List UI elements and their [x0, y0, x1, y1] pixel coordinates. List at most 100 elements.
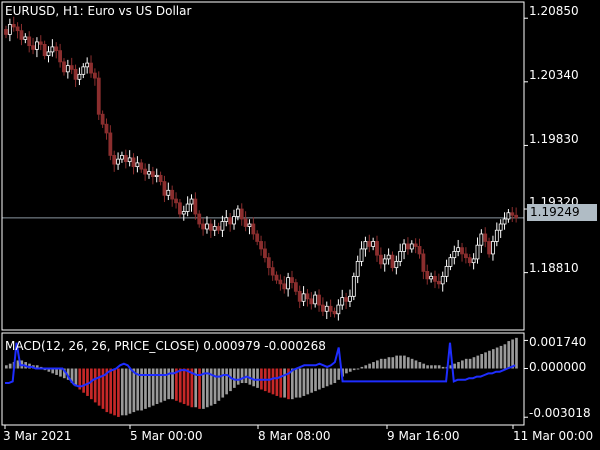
candle-body	[212, 226, 217, 231]
macd-histogram-bar	[376, 360, 379, 369]
candle-body	[108, 132, 113, 156]
candle-body	[19, 30, 24, 40]
macd-histogram-bar	[488, 350, 491, 369]
macd-histogram-bar	[236, 368, 240, 385]
candle-body	[386, 254, 391, 260]
candle-body	[166, 189, 171, 196]
macd-histogram-bar	[105, 368, 109, 413]
macd-histogram-bar	[190, 368, 194, 408]
macd-histogram-bar	[306, 368, 310, 395]
macd-histogram-bar	[151, 368, 155, 406]
macd-histogram-bar	[314, 368, 317, 392]
candle-body	[185, 203, 190, 212]
macd-histogram-bar	[101, 368, 105, 409]
candle-body	[417, 246, 422, 255]
macd-histogram-bar	[182, 368, 186, 405]
candle-body	[487, 241, 491, 255]
candle-body	[297, 290, 302, 302]
macd-histogram-bar	[441, 366, 445, 369]
macd-histogram-bar	[59, 368, 62, 377]
macd-histogram-bar	[198, 368, 201, 409]
macd-histogram-bar	[163, 368, 167, 401]
candle-body	[81, 66, 86, 75]
candle-body	[398, 251, 403, 262]
candle-body	[440, 275, 445, 285]
candle-body	[425, 270, 430, 280]
candle-body	[205, 223, 209, 230]
macd-histogram-bar	[155, 368, 159, 405]
candle-body	[46, 51, 51, 57]
macd-histogram-bar	[136, 368, 140, 411]
macd-histogram-bar	[329, 368, 333, 385]
candle-body	[274, 274, 279, 281]
candle-body	[305, 293, 310, 300]
candle-body	[243, 218, 248, 227]
candle-body	[228, 217, 233, 225]
macd-histogram-bar	[240, 368, 244, 384]
price-pane[interactable]	[2, 16, 524, 321]
macd-histogram-bar	[461, 360, 464, 369]
price-pane-border	[1, 1, 525, 331]
time-label: 9 Mar 16:00	[387, 429, 460, 443]
macd-histogram-bar	[364, 365, 368, 369]
candle-body	[266, 257, 271, 269]
candle-body	[235, 208, 240, 217]
candle-body	[456, 247, 461, 252]
candle-body	[355, 261, 360, 277]
time-label: 5 Mar 00:00	[130, 429, 203, 443]
macd-histogram-bar	[406, 357, 410, 369]
candle-body	[15, 26, 20, 32]
macd-histogram-bar	[457, 362, 460, 369]
candle-body	[351, 275, 356, 297]
macd-histogram-bar	[113, 368, 116, 416]
candle-body	[154, 174, 159, 178]
macd-histogram-bar	[403, 355, 406, 369]
macd-histogram-bar	[290, 368, 294, 400]
macd-histogram-bar	[252, 368, 256, 387]
macd-histogram-bar	[90, 368, 93, 400]
candle-body	[112, 154, 117, 165]
macd-histogram-bar	[175, 368, 178, 401]
macd-histogram-bar	[368, 363, 371, 369]
candle-body	[201, 223, 205, 230]
candle-body	[135, 162, 140, 168]
macd-histogram-bar	[271, 368, 275, 395]
macd-histogram-bar	[124, 368, 128, 416]
macd-histogram-bar	[515, 337, 518, 369]
macd-histogram-bar	[97, 368, 101, 406]
candle-body	[220, 221, 225, 231]
macd-pane[interactable]	[5, 337, 518, 417]
macd-histogram-bar	[348, 368, 352, 372]
macd-histogram-bar	[248, 368, 252, 385]
macd-histogram-bar	[132, 368, 136, 413]
candle-body	[382, 258, 387, 265]
macd-histogram-bar	[418, 362, 422, 369]
candle-body	[131, 157, 136, 168]
macd-histogram-bar	[279, 368, 283, 398]
macd-histogram-bar	[221, 368, 225, 398]
macd-histogram-bar	[472, 357, 476, 369]
macd-histogram-bar	[186, 368, 190, 406]
candle-body	[309, 298, 314, 305]
macd-histogram-bar	[55, 368, 58, 375]
candle-body	[89, 62, 93, 74]
candle-body	[158, 174, 163, 182]
candle-body	[336, 304, 341, 315]
candle-body	[69, 65, 74, 70]
candle-body	[463, 253, 468, 259]
candle-body	[65, 65, 70, 73]
macd-title: MACD(12, 26, 26, PRICE_CLOSE) 0.000979 -…	[5, 339, 326, 353]
candle-body	[143, 168, 148, 175]
candle-body	[510, 212, 515, 216]
macd-tick: 0.001740	[529, 335, 587, 349]
candle-body	[429, 275, 434, 280]
candle-body	[42, 44, 47, 57]
candle-body	[375, 241, 379, 256]
candle-body	[150, 171, 155, 178]
macd-histogram-bar	[414, 360, 418, 369]
macd-histogram-bar	[70, 368, 74, 384]
macd-histogram-bar	[356, 368, 360, 370]
macd-histogram-bar	[120, 368, 124, 416]
candle-body	[448, 257, 453, 267]
